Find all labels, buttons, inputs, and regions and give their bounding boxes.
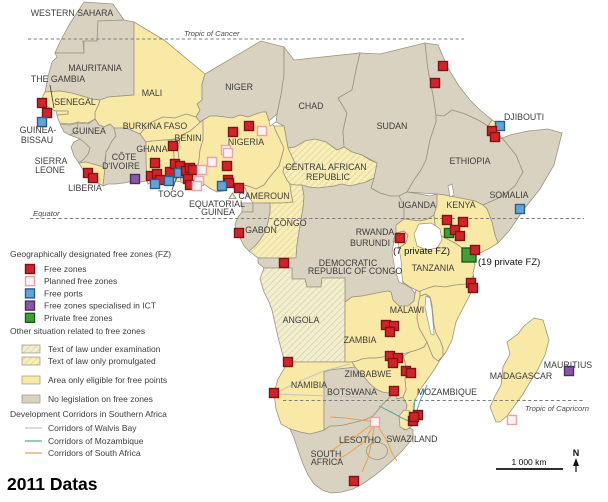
svg-text:CÔTE: CÔTE (112, 152, 137, 162)
svg-text:SUDAN: SUDAN (377, 121, 408, 131)
svg-text:AFRICA: AFRICA (311, 457, 343, 467)
svg-text:TOGO: TOGO (158, 189, 184, 199)
svg-text:Free ports: Free ports (44, 288, 83, 298)
svg-text:Area only eligible for free po: Area only eligible for free points (48, 375, 167, 385)
svg-text:LEONE: LEONE (35, 165, 65, 175)
svg-text:ZAMBIA: ZAMBIA (344, 335, 377, 345)
svg-text:MOZAMBIQUE: MOZAMBIQUE (417, 387, 477, 397)
svg-text:Other situation related to fre: Other situation related to free zones (10, 326, 145, 336)
svg-text:CAMEROUN: CAMEROUN (238, 191, 289, 201)
svg-text:GUINEA-: GUINEA- (20, 125, 57, 135)
svg-text:Corridors of Mozambique: Corridors of Mozambique (48, 436, 144, 446)
svg-text:(19 private FZ): (19 private FZ) (478, 257, 540, 268)
svg-text:ETHIOPIA: ETHIOPIA (449, 156, 490, 166)
svg-text:Corridors of Walvis Bay: Corridors of Walvis Bay (48, 423, 137, 433)
svg-text:REPUBLIC OF CONGO: REPUBLIC OF CONGO (308, 266, 402, 276)
svg-text:CONGO: CONGO (273, 218, 306, 228)
svg-text:ANGOLA: ANGOLA (283, 315, 320, 325)
svg-text:WESTERN SAHARA: WESTERN SAHARA (31, 8, 114, 18)
svg-text:GABON: GABON (245, 225, 277, 235)
svg-text:REPUBLIC: REPUBLIC (306, 172, 351, 182)
svg-text:Corridors of South Africa: Corridors of South Africa (48, 448, 141, 458)
svg-text:THE GAMBIA: THE GAMBIA (31, 74, 85, 84)
svg-text:D'IVOIRE: D'IVOIRE (102, 161, 140, 171)
svg-text:BURUNDI: BURUNDI (350, 238, 390, 248)
svg-text:KENYA: KENYA (446, 200, 475, 210)
svg-text:RWANDA: RWANDA (356, 227, 395, 237)
svg-text:Text of law only promulgated: Text of law only promulgated (48, 356, 156, 366)
svg-text:Private free zones: Private free zones (44, 313, 113, 323)
svg-text:MAURITIUS: MAURITIUS (544, 360, 593, 370)
svg-text:CHAD: CHAD (299, 101, 324, 111)
svg-text:CENTRAL AFRICAN: CENTRAL AFRICAN (285, 162, 366, 172)
svg-text:NIGERIA: NIGERIA (228, 137, 264, 147)
svg-text:MADAGASCAR: MADAGASCAR (490, 371, 553, 381)
svg-text:NIGER: NIGER (225, 82, 253, 92)
svg-text:BOTSWANA: BOTSWANA (327, 387, 377, 397)
svg-text:BENIN: BENIN (175, 133, 202, 143)
svg-text:LIBERIA: LIBERIA (68, 183, 102, 193)
svg-text:BISSAU: BISSAU (21, 135, 53, 145)
svg-text:Tropic of Cancer: Tropic of Cancer (184, 29, 240, 38)
svg-text:Planned free zones: Planned free zones (44, 276, 117, 286)
svg-text:BURKINA FASO: BURKINA FASO (123, 121, 188, 131)
svg-text:GUINEA: GUINEA (72, 126, 106, 136)
svg-text:GHANA: GHANA (136, 144, 167, 154)
svg-text:LESOTHO: LESOTHO (339, 435, 381, 445)
svg-text:SOUTH: SOUTH (311, 449, 342, 459)
svg-text:MALAWI: MALAWI (390, 305, 424, 315)
svg-text:GUINEA: GUINEA (201, 207, 235, 217)
svg-text:EQUATORIAL: EQUATORIAL (189, 199, 245, 209)
svg-text:DEMOCRATIC: DEMOCRATIC (319, 258, 378, 268)
svg-text:MALI: MALI (142, 88, 163, 98)
svg-text:TANZANIA: TANZANIA (412, 263, 455, 273)
svg-text:Free zones: Free zones (44, 264, 87, 274)
svg-text:Geographically designated free: Geographically designated free zones (FZ… (10, 249, 171, 259)
svg-text:UGANDA: UGANDA (398, 200, 436, 210)
svg-text:ZIMBABWE: ZIMBABWE (345, 369, 392, 379)
svg-text:Development Corridors in South: Development Corridors in Southern Africa (10, 409, 167, 419)
svg-text:MAURITANIA: MAURITANIA (68, 63, 122, 73)
svg-text:N: N (573, 448, 580, 458)
svg-text:DJIBOUTI: DJIBOUTI (504, 112, 544, 122)
svg-text:SIERRA: SIERRA (35, 156, 68, 166)
svg-text:(7 private FZ): (7 private FZ) (393, 246, 450, 257)
svg-text:SENEGAL: SENEGAL (54, 97, 96, 107)
svg-text:No legislation on free zones: No legislation on free zones (48, 394, 153, 404)
svg-text:Free zones specialised in ICT: Free zones specialised in ICT (44, 301, 156, 311)
svg-text:Tropic of Capricorn: Tropic of Capricorn (525, 404, 589, 413)
svg-text:SWAZILAND: SWAZILAND (387, 434, 438, 444)
svg-text:2011 Datas: 2011 Datas (7, 474, 98, 494)
svg-text:Text of law under examination: Text of law under examination (48, 344, 161, 354)
svg-text:1 000 km: 1 000 km (512, 457, 547, 467)
svg-text:NAMIBIA: NAMIBIA (291, 380, 327, 390)
svg-text:SOMALIA: SOMALIA (489, 190, 528, 200)
svg-text:Equator: Equator (33, 209, 60, 218)
